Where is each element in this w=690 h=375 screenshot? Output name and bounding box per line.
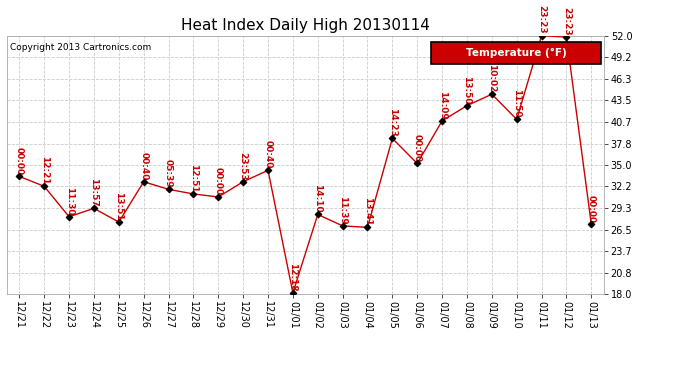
Point [237,179,248,185]
Text: 00:00: 00:00 [586,195,596,223]
Point [536,33,547,39]
Point [188,191,199,197]
Text: 00:00: 00:00 [214,167,223,195]
Point [63,214,75,220]
Text: 14:23: 14:23 [388,108,397,137]
Text: Copyright 2013 Cartronics.com: Copyright 2013 Cartronics.com [10,44,151,52]
Point [14,173,25,179]
Text: 13:41: 13:41 [363,197,372,226]
Text: 00:40: 00:40 [264,140,273,169]
Text: Temperature (°F): Temperature (°F) [466,48,566,58]
Point [486,91,497,97]
Text: 00:00: 00:00 [413,134,422,162]
Text: 11:30: 11:30 [65,187,74,215]
Text: 13:57: 13:57 [90,178,99,207]
Text: 00:00: 00:00 [14,147,24,175]
Text: 23:53: 23:53 [239,152,248,180]
Point [163,186,174,192]
Point [586,221,597,227]
Point [561,34,572,40]
Point [287,290,298,296]
Text: 00:40: 00:40 [139,152,148,180]
Point [437,118,448,124]
Point [511,116,522,122]
Point [362,224,373,230]
FancyBboxPatch shape [431,42,601,64]
Point [113,219,124,225]
Text: 14:09: 14:09 [437,91,446,119]
Point [462,103,473,109]
Point [313,211,324,217]
Point [337,223,348,229]
Text: 12:21: 12:21 [40,156,49,185]
Point [262,167,273,173]
Text: 05:39: 05:39 [164,159,173,188]
Text: 10:02: 10:02 [487,64,496,93]
Title: Heat Index Daily High 20130114: Heat Index Daily High 20130114 [181,18,430,33]
Text: 12:51: 12:51 [189,164,198,192]
Point [39,183,50,189]
Text: 12:18: 12:18 [288,263,297,291]
Text: 23:23: 23:23 [562,7,571,36]
Point [412,160,423,166]
Text: 13:50: 13:50 [462,76,471,104]
Point [138,179,149,185]
Point [213,194,224,200]
Text: 14:10: 14:10 [313,184,322,213]
Text: 11:39: 11:39 [338,196,347,224]
Text: 11:50: 11:50 [512,89,521,118]
Point [88,206,99,212]
Text: 23:23: 23:23 [537,6,546,34]
Text: 13:51: 13:51 [115,192,124,220]
Point [387,135,398,141]
